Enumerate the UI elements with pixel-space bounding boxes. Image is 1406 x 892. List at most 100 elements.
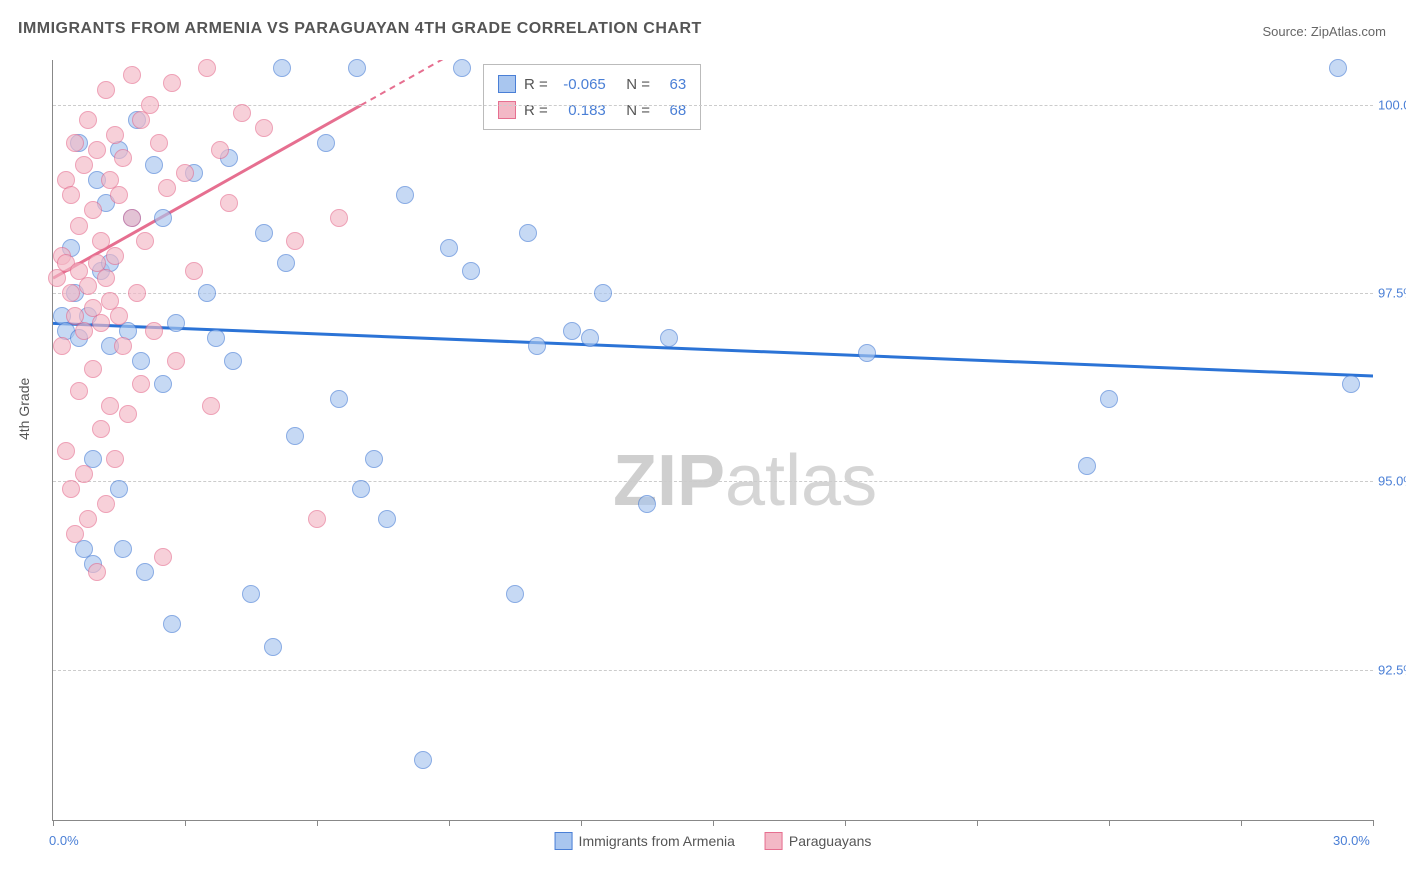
data-point (286, 427, 304, 445)
y-tick-label: 100.0% (1378, 98, 1406, 113)
data-point (75, 322, 93, 340)
legend-item: Paraguayans (765, 832, 872, 850)
data-point (84, 201, 102, 219)
x-tick-mark (845, 820, 846, 826)
data-point (114, 337, 132, 355)
y-tick-label: 92.5% (1378, 662, 1406, 677)
data-point (84, 360, 102, 378)
data-point (70, 217, 88, 235)
data-point (145, 156, 163, 174)
data-point (242, 585, 260, 603)
data-point (132, 352, 150, 370)
data-point (440, 239, 458, 257)
scatter-plot: ZIPatlas R = -0.065 N = 63 R = 0.183 N =… (52, 60, 1373, 821)
data-point (79, 111, 97, 129)
r-value: -0.065 (556, 76, 606, 93)
data-point (154, 209, 172, 227)
data-point (1078, 457, 1096, 475)
data-point (1342, 375, 1360, 393)
r-value: 0.183 (556, 102, 606, 119)
data-point (66, 525, 84, 543)
legend-swatch (555, 832, 573, 850)
data-point (97, 269, 115, 287)
data-point (163, 615, 181, 633)
legend-swatch (498, 75, 516, 93)
data-point (167, 352, 185, 370)
data-point (53, 337, 71, 355)
data-point (414, 751, 432, 769)
n-value: 68 (662, 102, 686, 119)
x-tick-mark (1109, 820, 1110, 826)
data-point (97, 81, 115, 99)
data-point (277, 254, 295, 272)
x-tick-label: 30.0% (1333, 833, 1370, 848)
data-point (396, 186, 414, 204)
data-point (233, 104, 251, 122)
data-point (158, 179, 176, 197)
gridline (53, 481, 1373, 482)
gridline (53, 293, 1373, 294)
data-point (163, 74, 181, 92)
data-point (594, 284, 612, 302)
data-point (119, 405, 137, 423)
x-tick-mark (185, 820, 186, 826)
data-point (330, 390, 348, 408)
data-point (211, 141, 229, 159)
data-point (198, 59, 216, 77)
x-tick-mark (449, 820, 450, 826)
data-point (75, 465, 93, 483)
gridline (53, 105, 1373, 106)
data-point (123, 66, 141, 84)
data-point (660, 329, 678, 347)
data-point (145, 322, 163, 340)
data-point (88, 563, 106, 581)
legend-swatch (498, 101, 516, 119)
data-point (330, 209, 348, 227)
data-point (97, 495, 115, 513)
data-point (185, 262, 203, 280)
data-point (638, 495, 656, 513)
x-tick-mark (977, 820, 978, 826)
data-point (453, 59, 471, 77)
stats-row: R = 0.183 N = 68 (498, 97, 686, 123)
source-name: ZipAtlas.com (1311, 24, 1386, 39)
data-point (150, 134, 168, 152)
n-value: 63 (662, 76, 686, 93)
data-point (62, 480, 80, 498)
data-point (136, 232, 154, 250)
chart-title: IMMIGRANTS FROM ARMENIA VS PARAGUAYAN 4T… (18, 20, 702, 38)
correlation-stats-box: R = -0.065 N = 63 R = 0.183 N = 68 (483, 64, 701, 130)
data-point (110, 307, 128, 325)
legend-item: Immigrants from Armenia (555, 832, 735, 850)
data-point (106, 450, 124, 468)
data-point (1100, 390, 1118, 408)
data-point (88, 141, 106, 159)
data-point (132, 375, 150, 393)
data-point (308, 510, 326, 528)
data-point (110, 186, 128, 204)
data-point (141, 96, 159, 114)
data-point (136, 563, 154, 581)
data-point (114, 149, 132, 167)
x-tick-label: 0.0% (49, 833, 79, 848)
data-point (123, 209, 141, 227)
data-point (106, 247, 124, 265)
data-point (176, 164, 194, 182)
x-tick-mark (713, 820, 714, 826)
data-point (110, 480, 128, 498)
data-point (286, 232, 304, 250)
data-point (224, 352, 242, 370)
data-point (101, 397, 119, 415)
source-label: Source: (1262, 24, 1310, 39)
data-point (79, 510, 97, 528)
source-attribution: Source: ZipAtlas.com (1262, 24, 1386, 39)
data-point (317, 134, 335, 152)
data-point (154, 375, 172, 393)
legend-bottom: Immigrants from Armenia Paraguayans (555, 832, 872, 850)
data-point (273, 59, 291, 77)
data-point (154, 548, 172, 566)
data-point (378, 510, 396, 528)
x-tick-mark (317, 820, 318, 826)
data-point (79, 277, 97, 295)
data-point (75, 156, 93, 174)
